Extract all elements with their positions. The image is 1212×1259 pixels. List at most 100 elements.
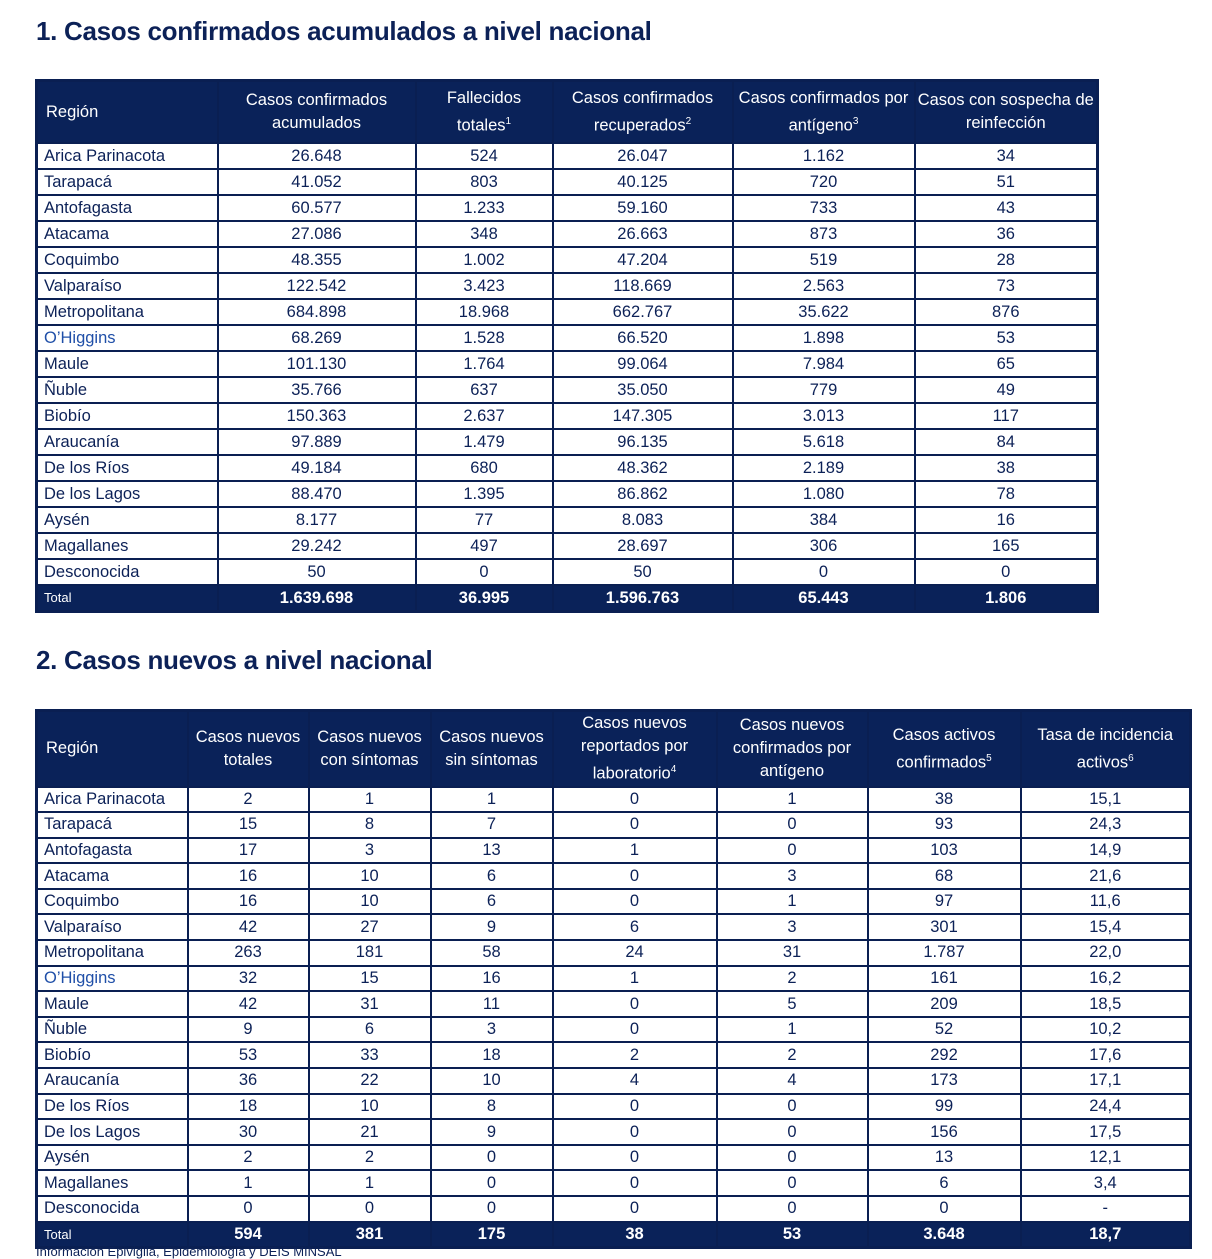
value-cell: 0 [715, 1195, 869, 1223]
value-cell: 118.669 [551, 272, 734, 300]
region-cell: Metropolitana [35, 298, 219, 326]
value-cell: 11 [429, 990, 554, 1018]
value-cell: 21 [307, 1118, 432, 1146]
value-cell: 6 [551, 913, 718, 942]
value-cell: 27 [307, 913, 432, 942]
value-cell: 0 [551, 1143, 718, 1172]
footnote-marker: 1 [505, 115, 512, 127]
total-value: 38 [551, 1220, 718, 1249]
value-cell: 1 [715, 1015, 869, 1044]
value-cell: 24,4 [1019, 1092, 1192, 1121]
column-header: Tasa de incidencia activos6 [1019, 709, 1192, 788]
total-value: 3.648 [866, 1220, 1022, 1249]
total-value: 1.596.763 [551, 584, 734, 613]
value-cell: 0 [731, 558, 916, 586]
value-cell: 52 [866, 1015, 1022, 1044]
value-cell: 497 [414, 532, 554, 560]
value-cell: 8 [307, 811, 432, 839]
region-cell: O’Higgins [35, 964, 189, 993]
value-cell: 16 [429, 964, 554, 993]
value-cell: 17,1 [1019, 1067, 1192, 1095]
column-header: Casos nuevos confirmados por antígeno [715, 709, 869, 788]
value-cell: 38 [913, 454, 1099, 482]
value-cell: 117 [913, 402, 1099, 430]
region-cell: Tarapacá [35, 811, 189, 839]
value-cell: 5.618 [731, 428, 916, 456]
value-cell: 10 [307, 1092, 432, 1121]
value-cell: 28.697 [551, 532, 734, 560]
footnote-marker: 5 [986, 752, 992, 764]
table-row: Tarapacá 41.052 803 40.125 720 51 [35, 168, 1099, 196]
value-cell: 88.470 [216, 480, 417, 508]
value-cell: 42 [186, 990, 310, 1018]
column-header-label: Casos confirmados por antígeno [738, 88, 909, 135]
value-cell: 1.528 [414, 324, 554, 352]
value-cell: 2 [551, 1041, 718, 1070]
value-cell: 28 [913, 246, 1099, 274]
value-cell: 22,0 [1019, 939, 1192, 967]
table-row: O’Higgins 68.269 1.528 66.520 1.898 53 [35, 324, 1099, 352]
column-header-label: Casos confirmados recuperados [571, 88, 714, 135]
value-cell: 3,4 [1019, 1169, 1192, 1197]
region-cell: Antofagasta [35, 836, 189, 865]
value-cell: 384 [731, 506, 916, 534]
header-row: Región Casos confirmados acumulados Fallec… [35, 79, 1099, 144]
value-cell: 301 [866, 913, 1022, 942]
value-cell: 31 [307, 990, 432, 1018]
value-cell: 49 [913, 376, 1099, 404]
value-cell: 122.542 [216, 272, 417, 300]
column-header: Casos confirmados acumulados [216, 79, 417, 144]
value-cell: 43 [913, 194, 1099, 222]
value-cell: 65 [913, 350, 1099, 378]
column-header: Casos nuevos reportados por laboratorio4 [551, 709, 718, 788]
table-row: O’Higgins 32 15 16 1 2 161 16,2 [35, 964, 1192, 993]
region-cell: Biobío [35, 402, 219, 430]
value-cell: 10,2 [1019, 1015, 1192, 1044]
total-value: 1.639.698 [216, 584, 417, 613]
value-cell: 519 [731, 246, 916, 274]
table-row: Atacama 27.086 348 26.663 873 36 [35, 220, 1099, 248]
value-cell: 96.135 [551, 428, 734, 456]
region-cell: Ñuble [35, 1015, 189, 1044]
value-cell: 84 [913, 428, 1099, 456]
value-cell: 803 [414, 168, 554, 196]
column-header: Casos nuevos con síntomas [307, 709, 432, 788]
region-cell: Magallanes [35, 532, 219, 560]
table-row: Biobío 150.363 2.637 147.305 3.013 117 [35, 402, 1099, 430]
value-cell: 97.889 [216, 428, 417, 456]
value-cell: 2 [186, 785, 310, 814]
region-cell: De los Ríos [35, 454, 219, 482]
total-row: Total 594 381 175 38 53 3.648 18,7 [35, 1220, 1192, 1249]
value-cell: 0 [307, 1195, 432, 1223]
region-cell: Antofagasta [35, 194, 219, 222]
value-cell: 1.787 [866, 939, 1022, 967]
value-cell: 86.862 [551, 480, 734, 508]
value-cell: 16 [186, 862, 310, 890]
region-cell: Atacama [35, 862, 189, 890]
value-cell: 9 [429, 1118, 554, 1146]
region-cell: Arica Parinacota [35, 785, 189, 814]
value-cell: 156 [866, 1118, 1022, 1146]
value-cell: 0 [429, 1169, 554, 1197]
value-cell: 35.050 [551, 376, 734, 404]
table-row: Aysén 2 2 0 0 0 13 12,1 [35, 1143, 1192, 1172]
region-cell: Maule [35, 990, 189, 1018]
value-cell: 720 [731, 168, 916, 196]
value-cell: 147.305 [551, 402, 734, 430]
total-row: Total 1.639.698 36.995 1.596.763 65.443 1.806 [35, 584, 1099, 613]
column-header: Casos nuevos sin síntomas [429, 709, 554, 788]
value-cell: 6 [307, 1015, 432, 1044]
value-cell: 51 [913, 168, 1099, 196]
value-cell: 53 [913, 324, 1099, 352]
value-cell: 2.563 [731, 272, 916, 300]
value-cell: 103 [866, 836, 1022, 865]
value-cell: 0 [429, 1143, 554, 1172]
value-cell: 1.002 [414, 246, 554, 274]
table-row: Ñuble 9 6 3 0 1 52 10,2 [35, 1015, 1192, 1044]
region-cell: Valparaíso [35, 272, 219, 300]
section-1-title: 1. Casos confirmados acumulados a nivel … [36, 16, 652, 46]
value-cell: 18 [186, 1092, 310, 1121]
value-cell: 22 [307, 1067, 432, 1095]
value-cell: 4 [715, 1067, 869, 1095]
source-footnote: Información Epivigila, Epidemiología y D… [36, 1244, 342, 1259]
